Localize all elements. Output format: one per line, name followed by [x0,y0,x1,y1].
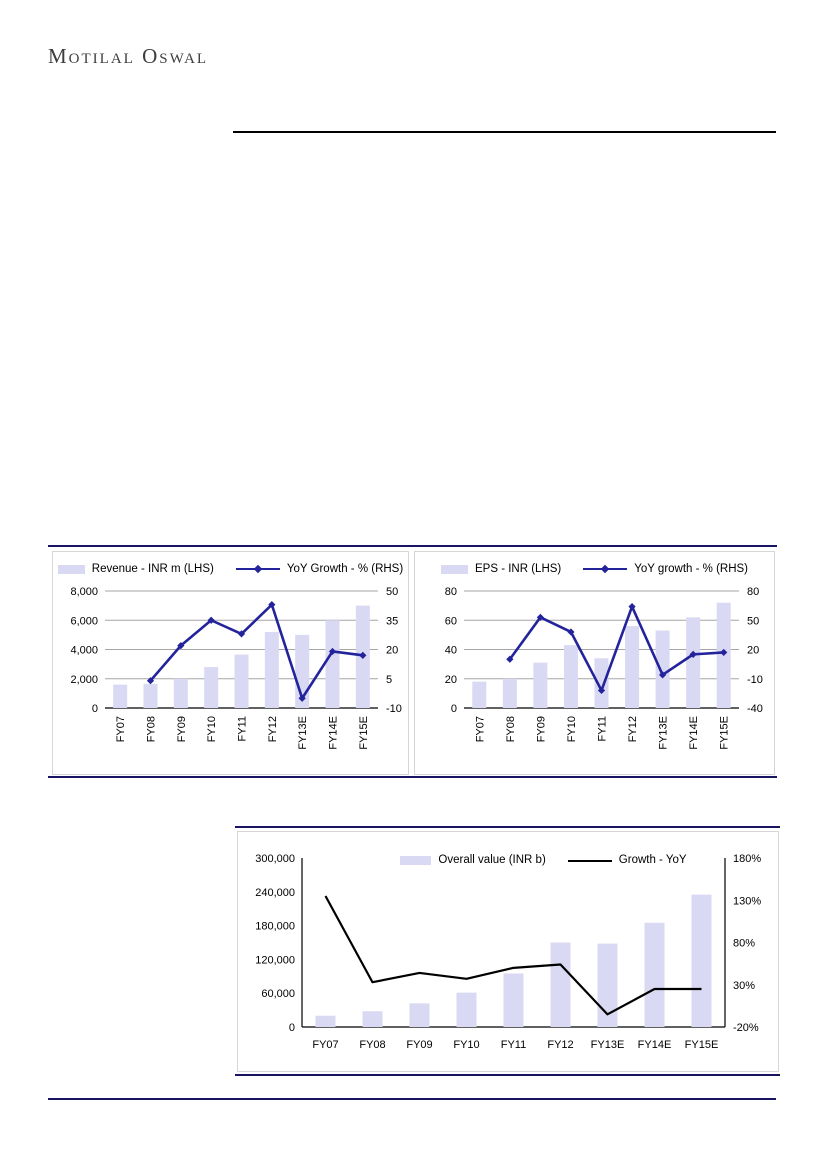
svg-text:FY09: FY09 [535,716,547,742]
svg-text:5: 5 [386,674,392,686]
header-rule [233,131,776,133]
page-footer-rule [48,1098,776,1100]
eps-legend-label: EPS - INR (LHS) [474,563,562,575]
svg-text:FY08: FY08 [146,716,158,742]
svg-text:130%: 130% [733,895,761,907]
svg-text:80: 80 [445,586,457,598]
svg-text:-20%: -20% [733,1022,759,1034]
charts-section-rule-bottom [48,776,777,778]
svg-text:-40: -40 [747,703,763,715]
bar-swatch-icon [57,564,85,574]
svg-text:FY11: FY11 [501,1039,526,1051]
growth-yoy-legend-item: Growth - YoY [567,854,687,866]
svg-text:180,000: 180,000 [255,921,295,933]
svg-text:4,000: 4,000 [70,645,98,657]
bar-swatch-icon [440,564,468,574]
svg-text:FY12: FY12 [547,1039,573,1051]
eps-legend-item: EPS - INR (LHS) [440,563,562,575]
svg-text:80%: 80% [733,938,755,950]
overall-value-chart-panel: Overall value (INR b) Growth - YoY 300,0… [237,831,779,1072]
overall-value-section-rule-top [235,826,780,828]
eps-chart-svg: 80 60 40 20 0 80 50 20 -10 -40 FY07 FY08 FY09 FY10 FY1… [445,586,763,750]
svg-text:FY07: FY07 [115,716,127,742]
svg-text:60,000: 60,000 [261,988,295,1000]
svg-text:FY15E: FY15E [358,716,370,750]
svg-text:40: 40 [445,645,457,657]
overall-value-legend-label: Overall value (INR b) [438,854,546,866]
eps-yoy-legend-item: YoY growth - % (RHS) [583,563,748,575]
line-diamond-swatch-icon [583,564,628,574]
svg-text:35: 35 [386,615,398,627]
svg-text:FY09: FY09 [176,716,188,742]
svg-text:FY13E: FY13E [591,1039,625,1051]
svg-text:FY08: FY08 [505,716,517,742]
svg-text:120,000: 120,000 [255,954,295,966]
svg-text:FY15E: FY15E [719,716,731,750]
svg-text:FY11: FY11 [237,716,249,741]
svg-text:300,000: 300,000 [255,853,295,865]
svg-text:FY10: FY10 [566,716,578,742]
svg-text:FY13E: FY13E [297,716,309,750]
svg-text:8,000: 8,000 [70,586,98,598]
revenue-legend-label: Revenue - INR m (LHS) [91,563,214,575]
svg-text:50: 50 [386,586,398,598]
svg-text:FY15E: FY15E [685,1039,719,1051]
eps-chart-legend: EPS - INR (LHS) YoY growth - % (RHS) [415,560,774,578]
svg-text:0: 0 [451,703,457,715]
svg-text:20: 20 [386,645,398,657]
svg-text:50: 50 [747,615,759,627]
svg-text:FY10: FY10 [453,1039,479,1051]
eps-yoy-legend-label: YoY growth - % (RHS) [634,563,749,575]
svg-text:FY13E: FY13E [658,716,670,750]
svg-text:FY14E: FY14E [638,1039,672,1051]
svg-text:0: 0 [92,703,98,715]
svg-text:FY12: FY12 [267,716,279,742]
svg-text:FY11: FY11 [597,716,609,741]
svg-text:FY14E: FY14E [688,716,700,750]
revenue-chart-legend: Revenue - INR m (LHS) YoY Growth - % (RH… [53,560,408,578]
svg-text:-10: -10 [386,703,402,715]
growth-yoy-legend-label: Growth - YoY [618,854,687,866]
svg-text:-10: -10 [747,674,763,686]
overall-value-chart-svg: 300,000 240,000 180,000 120,000 60,000 0 180% 1… [255,853,761,1051]
svg-text:30%: 30% [733,980,755,992]
svg-text:6,000: 6,000 [70,615,98,627]
svg-text:FY12: FY12 [627,716,639,742]
svg-text:240,000: 240,000 [255,887,295,899]
svg-text:FY08: FY08 [359,1039,385,1051]
svg-text:FY07: FY07 [312,1039,338,1051]
svg-text:20: 20 [445,674,457,686]
svg-text:FY09: FY09 [406,1039,432,1051]
overall-value-legend-item: Overall value (INR b) [400,854,546,866]
svg-text:0: 0 [289,1022,295,1034]
svg-text:80: 80 [747,586,759,598]
eps-chart-panel: EPS - INR (LHS) YoY growth - % (RHS) 80 6… [414,551,775,775]
yoy-growth-legend-label: YoY Growth - % (RHS) [286,563,404,575]
svg-text:FY10: FY10 [206,716,218,742]
svg-text:FY14E: FY14E [328,716,340,750]
yoy-growth-legend-item: YoY Growth - % (RHS) [235,563,404,575]
motilal-oswal-logo: Motilal Oswal [48,44,209,68]
svg-text:20: 20 [747,645,759,657]
svg-text:2,000: 2,000 [70,674,98,686]
line-swatch-icon [567,856,612,865]
charts-section-rule-top [48,545,777,547]
svg-text:FY07: FY07 [474,716,486,742]
revenue-chart-panel: Revenue - INR m (LHS) YoY Growth - % (RH… [52,551,409,775]
revenue-chart-svg: 8,000 6,000 4,000 2,000 0 50 35 20 5 -10 FY07 FY08 F… [70,586,402,750]
svg-text:180%: 180% [733,853,761,865]
bar-swatch-icon [400,855,432,865]
svg-text:60: 60 [445,615,457,627]
line-diamond-swatch-icon [235,564,280,574]
revenue-legend-item: Revenue - INR m (LHS) [57,563,214,575]
overall-value-section-rule-bottom [235,1074,780,1076]
overall-value-chart-legend: Overall value (INR b) Growth - YoY [332,851,755,869]
